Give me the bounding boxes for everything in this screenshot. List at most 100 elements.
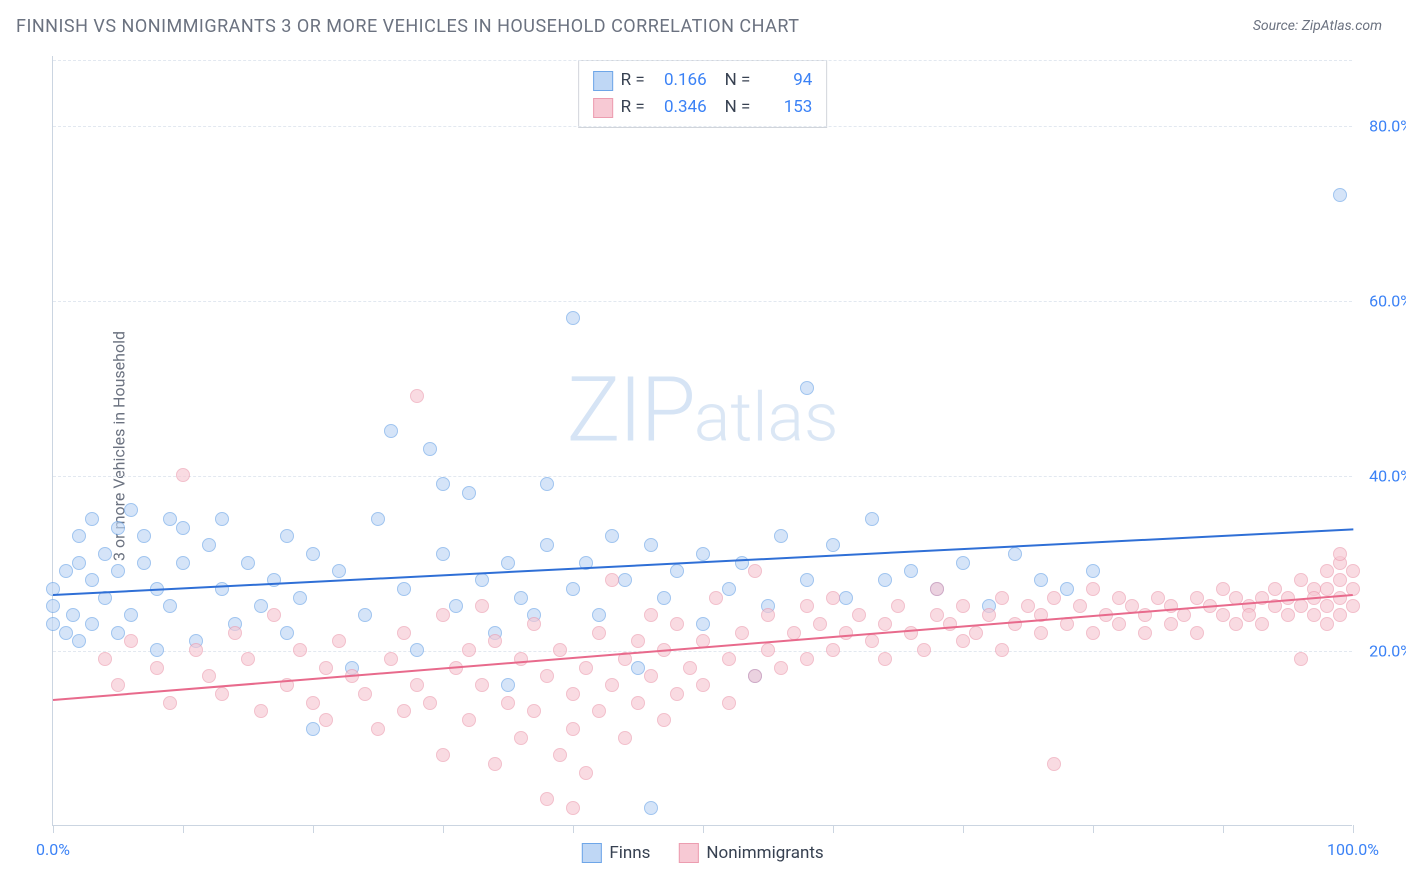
y-tick-label: 80.0% [1357, 117, 1406, 136]
scatter-point [787, 626, 801, 640]
scatter-point [397, 704, 411, 718]
y-tick-label: 60.0% [1357, 292, 1406, 311]
scatter-point [1177, 608, 1191, 622]
scatter-point [579, 661, 593, 675]
scatter-point [1333, 188, 1347, 202]
x-tick [53, 825, 54, 833]
scatter-point [800, 381, 814, 395]
scatter-point [709, 591, 723, 605]
scatter-point [839, 626, 853, 640]
scatter-point [800, 573, 814, 587]
scatter-point [124, 634, 138, 648]
scatter-point [358, 687, 372, 701]
scatter-point [228, 626, 242, 640]
scatter-point [1216, 608, 1230, 622]
scatter-point [670, 687, 684, 701]
legend-n-value: 94 [758, 67, 812, 94]
scatter-point [878, 573, 892, 587]
scatter-point [1047, 757, 1061, 771]
legend-stat-row: R =0.346N =153 [593, 94, 813, 121]
scatter-point [865, 512, 879, 526]
scatter-point [46, 617, 60, 631]
scatter-point [1320, 617, 1334, 631]
scatter-point [618, 573, 632, 587]
scatter-point [696, 617, 710, 631]
x-tick [573, 825, 574, 833]
watermark-atlas: atlas [694, 377, 839, 457]
scatter-point [605, 573, 619, 587]
x-tick [313, 825, 314, 833]
scatter-point [683, 661, 697, 675]
scatter-point [592, 704, 606, 718]
scatter-point [1112, 617, 1126, 631]
scatter-point [111, 564, 125, 578]
legend-r-label: R = [621, 94, 645, 121]
scatter-point [1190, 626, 1204, 640]
x-tick [1353, 825, 1354, 833]
scatter-point [384, 652, 398, 666]
scatter-point [592, 608, 606, 622]
grid-line [53, 301, 1352, 302]
scatter-point [436, 477, 450, 491]
scatter-point [85, 617, 99, 631]
legend-n-label: N = [725, 67, 751, 94]
legend-series-label: Finns [609, 843, 650, 863]
scatter-point [1346, 599, 1360, 613]
scatter-point [566, 801, 580, 815]
scatter-point [1294, 573, 1308, 587]
legend-r-value: 0.346 [653, 94, 707, 121]
scatter-point [59, 626, 73, 640]
scatter-point [657, 591, 671, 605]
scatter-point [98, 547, 112, 561]
scatter-point [904, 564, 918, 578]
scatter-point [644, 669, 658, 683]
scatter-point [1333, 573, 1347, 587]
scatter-point [800, 652, 814, 666]
scatter-point [358, 608, 372, 622]
scatter-point [553, 643, 567, 657]
source-attribution: Source: ZipAtlas.com [1253, 18, 1382, 34]
scatter-point [514, 652, 528, 666]
scatter-point [267, 608, 281, 622]
scatter-point [501, 556, 515, 570]
x-tick-label: 0.0% [36, 840, 70, 859]
scatter-point [306, 696, 320, 710]
scatter-point [1307, 608, 1321, 622]
scatter-point [995, 591, 1009, 605]
scatter-point [163, 696, 177, 710]
scatter-point [553, 748, 567, 762]
scatter-point [150, 643, 164, 657]
scatter-point [293, 591, 307, 605]
scatter-point [1346, 564, 1360, 578]
source-link[interactable]: ZipAtlas.com [1302, 18, 1382, 34]
scatter-point [592, 626, 606, 640]
scatter-point [982, 608, 996, 622]
scatter-point [72, 634, 86, 648]
scatter-point [696, 547, 710, 561]
scatter-point [462, 643, 476, 657]
scatter-point [306, 547, 320, 561]
scatter-point [488, 757, 502, 771]
legend-series-item: Finns [581, 843, 650, 863]
scatter-point [1190, 591, 1204, 605]
scatter-point [826, 591, 840, 605]
scatter-point [865, 634, 879, 648]
scatter-point [1034, 626, 1048, 640]
scatter-point [397, 582, 411, 596]
scatter-point [813, 617, 827, 631]
scatter-point [1320, 564, 1334, 578]
scatter-point [72, 529, 86, 543]
scatter-point [449, 599, 463, 613]
legend-swatch [678, 843, 698, 863]
legend-r-value: 0.166 [653, 67, 707, 94]
scatter-point [1281, 591, 1295, 605]
scatter-point [176, 556, 190, 570]
scatter-point [917, 643, 931, 657]
scatter-point [371, 512, 385, 526]
scatter-point [1086, 626, 1100, 640]
scatter-point [85, 512, 99, 526]
scatter-point [644, 801, 658, 815]
scatter-point [566, 311, 580, 325]
scatter-point [878, 617, 892, 631]
scatter-point [1333, 591, 1347, 605]
